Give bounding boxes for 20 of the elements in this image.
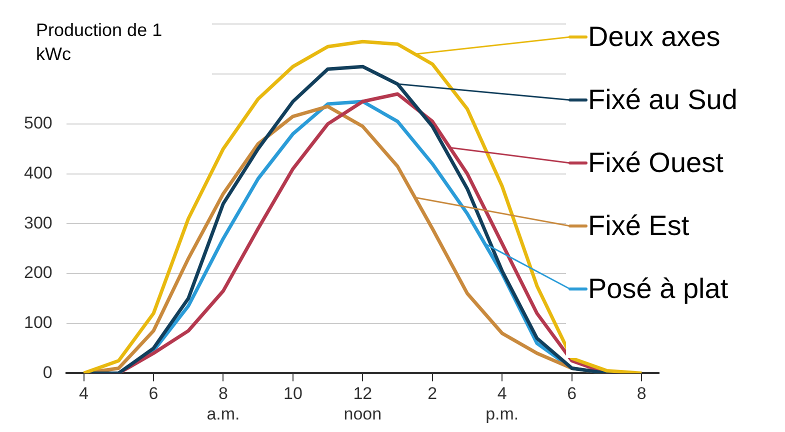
- y-tick-label: 0: [42, 362, 52, 382]
- legend-label: Fixé Ouest: [588, 146, 724, 180]
- legend-label: Fixé Est: [588, 209, 690, 243]
- x-tick-label: 8 a.m.: [206, 384, 240, 424]
- y-tick-label: 100: [24, 313, 52, 332]
- x-tick-label: 10: [284, 384, 302, 404]
- x-tick-label: 4: [79, 384, 89, 404]
- legend-label: Posé à plat: [588, 272, 728, 306]
- x-tick-label: 4 p.m.: [486, 384, 519, 424]
- legend-label: Deux axes: [588, 20, 720, 54]
- y-tick-label: 300: [24, 213, 52, 232]
- y-tick-label: 500: [24, 114, 52, 133]
- x-tick-label: 2: [428, 384, 438, 404]
- y-tick-label: 400: [24, 163, 52, 182]
- x-tick-label: 6: [567, 384, 577, 404]
- x-tick-label: 8: [636, 384, 646, 404]
- y-tick-label: 200: [24, 263, 52, 282]
- x-tick-label: 6: [148, 384, 158, 404]
- legend-label: Fixé au Sud: [588, 83, 738, 117]
- x-tick-label: 12 noon: [344, 384, 382, 424]
